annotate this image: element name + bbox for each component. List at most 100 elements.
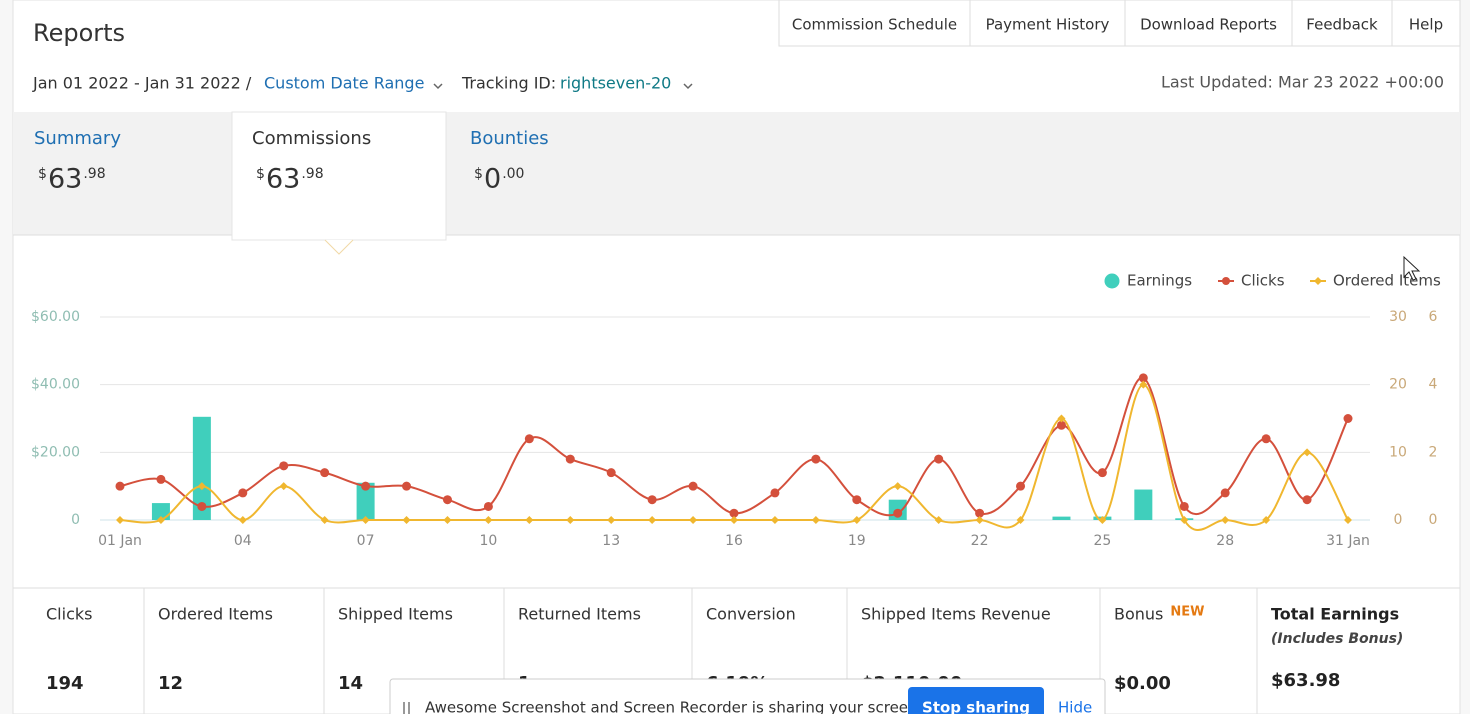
y2-tick-label: 30 (1389, 309, 1407, 325)
point (770, 488, 780, 498)
point (893, 482, 902, 491)
point (893, 508, 903, 518)
x-tick-label: 16 (725, 533, 743, 549)
stop-button[interactable] (908, 687, 1044, 714)
point (811, 516, 820, 524)
point (115, 481, 125, 491)
stat-value: $0.00 (1114, 673, 1171, 694)
stat-note: (Includes Bonus) (1271, 631, 1403, 647)
point (279, 482, 288, 491)
share-bar: Awesome Screenshot and Screen Recorder i… (389, 678, 1106, 714)
point (1056, 420, 1066, 430)
point (1098, 516, 1107, 524)
stat-value: 12 (158, 673, 183, 694)
nav-label[interactable]: Feedback (1306, 16, 1378, 34)
point (729, 508, 739, 518)
y3-tick-label: 0 (1429, 512, 1438, 528)
stat-label: Returned Items (518, 605, 641, 624)
point (156, 474, 166, 484)
bar (1134, 489, 1153, 520)
cursor (1403, 255, 1421, 281)
y-tick-label: 0 (71, 512, 80, 528)
x-tick-label: 04 (234, 533, 252, 549)
nav-label[interactable]: Commission Schedule (792, 16, 957, 34)
point (483, 501, 493, 511)
tabs-bg (13, 112, 1460, 235)
point (648, 516, 657, 524)
hide-link[interactable]: Hide (1058, 699, 1092, 714)
y3-tick-label: 4 (1429, 377, 1438, 393)
point (402, 516, 411, 524)
point (1303, 448, 1312, 457)
chevron[interactable] (433, 83, 443, 90)
legend-label: Clicks (1241, 272, 1285, 290)
point (689, 516, 698, 524)
y2-tick-label: 0 (1394, 512, 1403, 528)
nav-bar: Commission Schedule Payment History Downlo… (778, 0, 1461, 47)
point (975, 508, 985, 518)
point (238, 516, 247, 524)
point (852, 516, 861, 524)
point (442, 495, 452, 505)
point (1180, 516, 1189, 524)
tab-caret (324, 239, 354, 255)
tab-amount: 63 (48, 164, 82, 195)
tab-currency: $ (38, 166, 47, 182)
nav-label[interactable]: Download Reports (1140, 16, 1277, 34)
point (1016, 481, 1026, 491)
point (524, 434, 534, 444)
x-tick-label: 07 (357, 533, 375, 549)
point (116, 516, 124, 524)
point (484, 516, 493, 524)
point (607, 516, 616, 524)
stat-badge: NEW (1170, 605, 1204, 620)
stat-label: Ordered Items (158, 605, 273, 624)
nav-button[interactable] (1291, 0, 1393, 47)
point (1139, 380, 1148, 389)
y2-tick-label: 20 (1389, 377, 1407, 393)
point (197, 501, 207, 511)
last-updated: Last Updated: Mar 23 2022 +00:00 (1161, 73, 1444, 92)
x-tick-label: 19 (848, 533, 866, 549)
tab-cents: .98 (301, 166, 323, 182)
chevron[interactable] (683, 83, 693, 90)
tracking-id[interactable]: rightseven-20 (560, 74, 671, 93)
tab-label[interactable]: Bounties (470, 128, 549, 149)
tab-amount: 63 (266, 164, 300, 195)
stop-label[interactable]: Stop sharing (922, 699, 1030, 714)
point (197, 482, 206, 491)
point (443, 516, 452, 524)
nav-button[interactable] (1391, 0, 1461, 47)
x-tick-label: 31 Jan (1326, 533, 1370, 549)
x-tick-label: 10 (479, 533, 497, 549)
point (1016, 516, 1025, 524)
nav-label[interactable]: Payment History (986, 16, 1110, 34)
stat-label: Bonus (1114, 605, 1163, 624)
tab-cents: .98 (83, 166, 105, 182)
x-tick-label: 13 (602, 533, 620, 549)
active-tab[interactable] (231, 111, 447, 241)
stat-value: 14 (338, 673, 363, 694)
point (361, 516, 370, 524)
point (770, 516, 779, 524)
date-range-link[interactable]: Custom Date Range (264, 74, 424, 93)
stat-value: $63.98 (1271, 670, 1340, 691)
point (852, 495, 862, 505)
nav-label[interactable]: Help (1409, 16, 1443, 34)
x-tick-label: 22 (971, 533, 989, 549)
legend-marker (1314, 277, 1322, 285)
point (361, 481, 371, 491)
date-range: Jan 01 2022 - Jan 31 2022 / (32, 74, 252, 93)
point (1262, 516, 1271, 524)
point (1302, 495, 1312, 505)
point (320, 468, 330, 478)
tab-label[interactable]: Summary (34, 128, 121, 149)
point (279, 461, 289, 471)
tab-label[interactable]: Commissions (252, 128, 371, 149)
tab-currency: $ (256, 166, 265, 182)
point (1261, 434, 1271, 444)
nav-button[interactable] (969, 0, 1126, 47)
legend-marker (1222, 277, 1230, 285)
point (647, 495, 657, 505)
